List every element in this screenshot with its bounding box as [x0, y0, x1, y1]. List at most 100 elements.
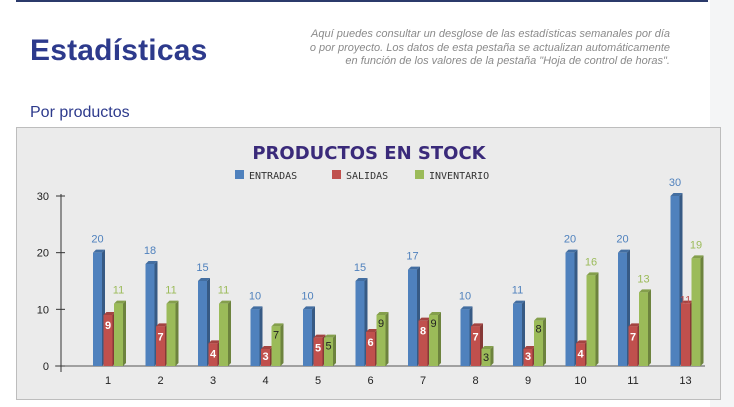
description-line: o por proyecto. Los datos de esta pestañ… — [309, 41, 670, 54]
bar-top — [418, 317, 431, 321]
legend-swatch — [235, 170, 244, 179]
bar-salidas — [156, 326, 165, 366]
data-label: 7 — [273, 329, 279, 341]
bar-top — [565, 249, 578, 253]
x-tick-label: 5 — [315, 375, 321, 387]
bar-salidas — [208, 343, 218, 366]
bar-salidas — [103, 315, 113, 366]
description-line: en función de los valores de la pestaña … — [345, 55, 670, 67]
bar-salidas — [681, 303, 690, 366]
data-label: 10 — [249, 290, 261, 302]
bar-top — [429, 312, 441, 315]
bar-side — [280, 323, 284, 366]
bar-top — [618, 249, 630, 253]
bar-salidas — [523, 349, 533, 366]
bar-inventario — [114, 303, 123, 366]
bar-inventario — [429, 315, 438, 366]
legend-swatch — [332, 170, 341, 179]
bar-inventario — [586, 275, 596, 366]
bar-inventario — [219, 303, 228, 366]
bar-top — [576, 340, 588, 344]
bar-top — [471, 323, 483, 327]
data-label: 11 — [512, 285, 523, 297]
bar-top — [460, 306, 473, 310]
data-label: 30 — [669, 177, 681, 189]
data-label: 18 — [144, 245, 156, 257]
data-label: 20 — [616, 234, 628, 246]
bar-top — [313, 334, 326, 338]
y-tick-label: 30 — [37, 191, 49, 203]
x-tick-label: 4 — [262, 375, 268, 387]
data-label: 15 — [196, 262, 208, 274]
data-label: 13 — [637, 273, 649, 285]
bar-top — [114, 300, 126, 304]
bar-entradas — [565, 252, 575, 366]
bar-side — [490, 346, 494, 366]
x-tick-label: 1 — [105, 375, 111, 387]
data-label: 8 — [420, 326, 426, 338]
header-rule — [16, 0, 708, 2]
bar-salidas — [313, 337, 323, 366]
bar-entradas — [408, 269, 417, 366]
data-label: 3 — [525, 351, 531, 363]
description-line: Aquí puedes consultar un desglose de las… — [311, 28, 670, 40]
x-tick-label: 13 — [679, 375, 691, 387]
bar-top — [303, 306, 315, 310]
bar-salidas — [261, 349, 270, 366]
x-tick-label: 7 — [420, 375, 426, 387]
legend-label: INVENTARIO — [429, 171, 489, 182]
bar-inventario — [639, 292, 648, 366]
bar-side — [438, 312, 441, 366]
bar-top — [691, 255, 704, 259]
bar-top — [219, 300, 231, 304]
data-label: 8 — [535, 324, 541, 336]
bar-top — [481, 346, 494, 349]
bar-inventario — [534, 320, 543, 366]
data-label: 9 — [430, 318, 436, 330]
data-label: 15 — [354, 262, 366, 274]
data-label: 20 — [564, 234, 576, 246]
chart-panel: PRODUCTOS EN STOCK ENTRADAS SALIDAS INVENTA… — [16, 127, 721, 400]
bar-top — [513, 300, 525, 304]
data-label: 11 — [680, 295, 691, 307]
bar-entradas — [145, 264, 155, 366]
data-label: 7 — [157, 331, 163, 343]
bar-entradas — [670, 196, 680, 366]
bar-top — [145, 261, 158, 264]
chart-title: PRODUCTOS EN STOCK — [252, 143, 486, 164]
bar-top — [681, 300, 693, 304]
bar-side — [385, 312, 389, 366]
bar-side — [700, 255, 704, 366]
data-label: 7 — [630, 331, 636, 343]
bar-side — [574, 249, 578, 366]
data-label: 19 — [690, 239, 702, 251]
bar-top — [208, 340, 221, 344]
x-tick-label: 8 — [472, 375, 478, 387]
bar-entradas — [250, 309, 260, 366]
data-label: 9 — [105, 320, 111, 332]
x-tick-label: 3 — [210, 375, 216, 387]
bar-side — [595, 272, 599, 366]
bar-salidas — [418, 320, 428, 366]
bar-entradas — [355, 281, 365, 366]
bar-inventario — [324, 337, 333, 366]
bar-top — [628, 323, 641, 327]
bar-salidas — [471, 326, 480, 366]
x-tick-label: 9 — [525, 375, 531, 387]
legend-label: ENTRADAS — [249, 171, 297, 182]
bar-side — [648, 289, 651, 366]
bar-entradas — [460, 309, 470, 366]
bar-top — [261, 346, 273, 349]
bar-inventario — [166, 303, 176, 366]
legend-label: SALIDAS — [346, 171, 388, 182]
data-label: 4 — [210, 348, 217, 360]
bar-entradas — [303, 309, 312, 366]
data-label: 9 — [378, 318, 384, 330]
x-tick-label: 10 — [574, 375, 586, 387]
bar-side — [123, 300, 126, 366]
bar-inventario — [271, 326, 281, 366]
bar-top — [166, 300, 179, 304]
data-label: 5 — [315, 343, 321, 355]
x-tick-label: 2 — [157, 375, 163, 387]
data-label: 11 — [218, 285, 229, 297]
